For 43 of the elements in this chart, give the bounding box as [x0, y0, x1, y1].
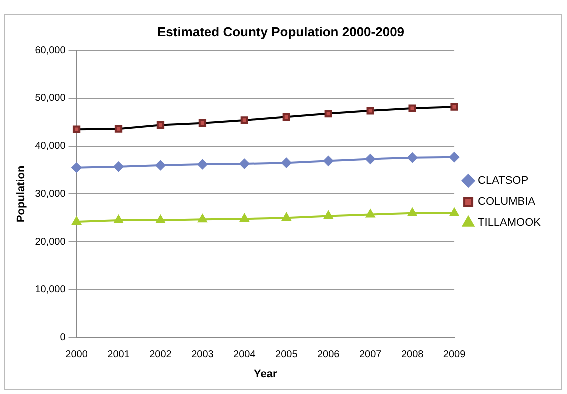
point: [114, 216, 124, 224]
legend-label: CLATSOP: [478, 175, 529, 188]
point: [324, 211, 334, 220]
x-tick-label: 2000: [66, 350, 88, 361]
point: [240, 159, 250, 170]
x-axis-title: Year: [254, 368, 278, 380]
point: [282, 213, 292, 222]
x-tick-label: 2006: [317, 350, 340, 361]
point: [198, 160, 208, 170]
point: [240, 214, 250, 222]
x-tick-label: 2008: [401, 350, 424, 361]
legend-label: COLUMBIA: [478, 196, 536, 208]
y-tick-label: 40,000: [35, 141, 66, 152]
y-tick-label: 20,000: [35, 236, 66, 248]
point: [282, 158, 292, 168]
chart-title: Estimated County Population 2000-2009: [157, 24, 405, 40]
point: [72, 216, 82, 225]
x-tick-label: 2003: [192, 350, 214, 361]
point: [324, 156, 334, 166]
point: [156, 216, 166, 224]
point: [156, 160, 166, 170]
point: [408, 152, 418, 163]
y-axis-title: Population: [16, 166, 28, 223]
y-tick-label: 60,000: [35, 45, 66, 56]
point: [450, 208, 460, 216]
point: [366, 210, 376, 218]
y-tick-label: 10,000: [35, 284, 66, 296]
x-tick-label: 2007: [359, 350, 382, 361]
y-tick-label: 50,000: [35, 93, 66, 104]
y-tick-label: 0: [60, 332, 66, 344]
point: [198, 214, 208, 223]
x-tick-label: 2004: [234, 350, 256, 361]
point: [72, 162, 82, 173]
point: [366, 154, 376, 164]
x-tick-label: 2005: [276, 350, 298, 361]
point: [114, 162, 124, 172]
point: [408, 208, 418, 216]
x-tick-label: 2002: [150, 350, 172, 361]
x-tick-label: 2009: [443, 350, 466, 361]
point: [450, 152, 460, 162]
x-tick-label: 2001: [108, 350, 130, 361]
legend-label: TILLAMOOK: [478, 217, 542, 230]
y-tick-label: 30,000: [35, 188, 66, 200]
